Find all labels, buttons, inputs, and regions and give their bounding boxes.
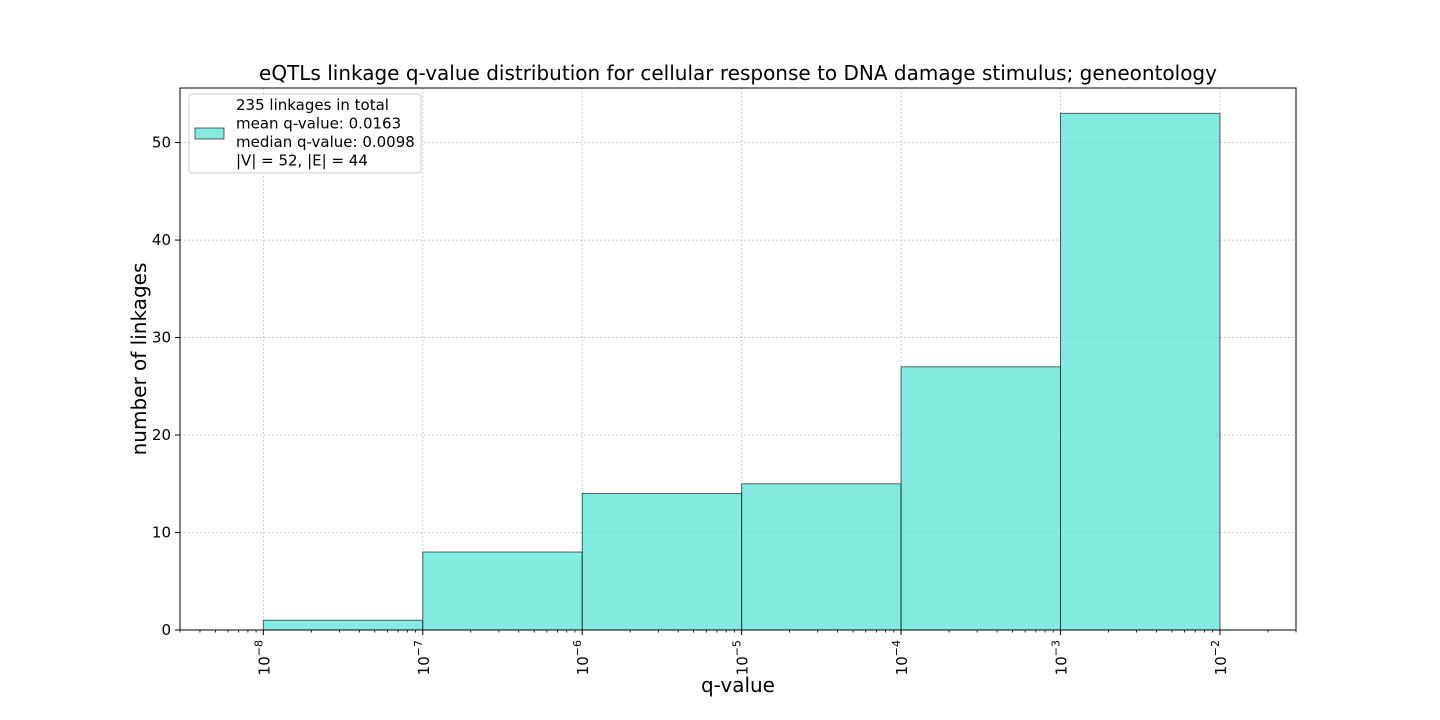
histogram-bar (262, 619, 424, 631)
x-tick-label: 10−8 (252, 640, 273, 675)
x-tick-label: 10−3 (1050, 640, 1071, 675)
x-tick-label: 10−7 (412, 640, 433, 675)
histogram-bar (422, 551, 583, 631)
legend-label: median q-value: 0.0098 (236, 133, 415, 151)
axes: 0 10 20 30 40 50 10−8 10−7 10−6 10−5 10−4 10−3 10−2 (152, 87, 1297, 675)
legend-label: mean q-value: 0.0163 (236, 115, 401, 133)
x-axis-title: q-value (701, 673, 775, 697)
histogram-bars (262, 112, 1221, 631)
legend-label: 235 linkages in total (236, 96, 389, 114)
histogram-bar (1060, 112, 1221, 631)
x-tick-label: 10−4 (890, 640, 911, 675)
y-tick-label: 40 (152, 231, 171, 249)
histogram-bar (741, 483, 902, 631)
y-tick-label: 10 (152, 524, 171, 542)
y-tick-label: 0 (161, 621, 171, 639)
y-axis-title: number of linkages (127, 263, 151, 456)
x-tick-label: 10−2 (1209, 640, 1230, 675)
y-tick-label: 30 (152, 329, 171, 347)
histogram-bar (581, 493, 743, 631)
y-tick-label: 50 (152, 134, 171, 152)
plot-frame (179, 87, 1297, 631)
x-tick-label: 10−6 (571, 640, 592, 675)
legend-label: |V| = 52, |E| = 44 (236, 152, 368, 170)
legend-swatch (194, 127, 225, 140)
legend-box (188, 93, 422, 174)
y-tick-label: 20 (152, 426, 171, 444)
x-tick-label: 10−5 (731, 640, 752, 675)
chart-title: eQTLs linkage q-value distribution for c… (259, 61, 1217, 85)
histogram-bar (900, 366, 1062, 631)
